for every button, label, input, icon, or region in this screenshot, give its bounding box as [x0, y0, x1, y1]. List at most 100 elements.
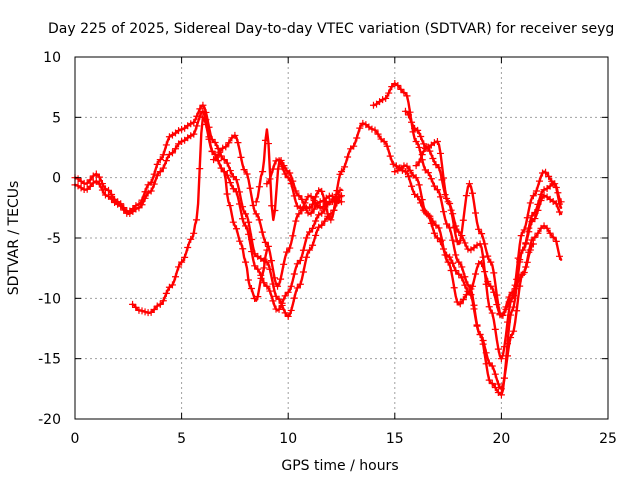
- plus-marker: [525, 228, 533, 236]
- plus-marker: [89, 179, 97, 187]
- plus-marker: [456, 237, 464, 245]
- series-sat-g: [338, 119, 537, 319]
- plus-marker: [280, 260, 288, 268]
- plus-marker: [424, 169, 432, 177]
- plus-marker: [287, 180, 295, 188]
- plus-marker: [473, 241, 481, 249]
- plus-marker: [389, 160, 397, 168]
- plus-marker: [403, 162, 411, 170]
- plus-marker: [412, 174, 420, 182]
- plus-marker: [531, 233, 539, 241]
- plus-marker: [479, 340, 487, 348]
- plus-marker: [95, 180, 103, 188]
- plus-marker: [181, 253, 189, 261]
- plus-marker: [306, 204, 314, 212]
- plus-marker: [277, 275, 285, 283]
- plus-marker: [281, 309, 289, 317]
- plus-marker: [255, 183, 263, 191]
- plus-marker: [199, 101, 207, 109]
- plus-marker: [513, 307, 521, 315]
- plus-marker: [497, 355, 505, 363]
- plus-marker: [528, 218, 536, 226]
- plus-marker: [258, 228, 266, 236]
- plus-marker: [535, 177, 543, 185]
- plus-marker: [479, 253, 487, 261]
- plus-marker: [293, 202, 301, 210]
- plus-marker: [554, 189, 562, 197]
- plus-marker: [184, 243, 192, 251]
- plus-marker: [147, 178, 155, 186]
- plus-marker: [459, 216, 467, 224]
- plus-marker: [281, 292, 289, 300]
- plus-marker: [491, 370, 499, 378]
- plus-marker: [255, 216, 263, 224]
- plus-marker: [249, 201, 257, 209]
- plus-marker: [414, 193, 422, 201]
- plus-marker: [440, 208, 448, 216]
- plus-marker: [408, 182, 416, 190]
- plus-marker: [318, 221, 326, 229]
- plus-marker: [247, 285, 255, 293]
- plus-marker: [309, 200, 317, 208]
- plus-marker: [229, 218, 237, 226]
- plus-marker: [391, 168, 399, 176]
- plus-marker: [436, 193, 444, 201]
- plus-marker: [293, 260, 301, 268]
- plus-marker: [412, 137, 420, 145]
- plus-marker: [452, 251, 460, 259]
- plus-marker: [436, 238, 444, 246]
- plus-marker: [385, 89, 393, 97]
- plus-marker: [111, 199, 119, 207]
- plus-marker: [555, 252, 563, 260]
- plus-marker: [168, 149, 176, 157]
- plus-marker: [421, 145, 429, 153]
- plus-marker: [175, 263, 183, 271]
- plus-marker: [287, 306, 295, 314]
- plus-marker: [278, 299, 286, 307]
- plus-marker: [464, 245, 472, 253]
- plus-marker: [443, 194, 451, 202]
- plus-marker: [386, 152, 394, 160]
- plus-marker: [452, 267, 460, 275]
- plus-marker: [302, 234, 310, 242]
- plus-marker: [156, 156, 164, 164]
- plus-marker: [307, 209, 315, 217]
- plus-marker: [239, 215, 247, 223]
- plus-marker: [245, 230, 253, 238]
- plus-marker: [494, 345, 502, 353]
- plus-marker: [462, 192, 470, 200]
- plus-marker: [446, 199, 454, 207]
- plus-marker: [245, 218, 253, 226]
- plus-marker: [532, 187, 540, 195]
- plus-marker: [461, 281, 469, 289]
- plus-marker: [150, 170, 158, 178]
- plus-marker: [275, 157, 283, 165]
- plus-marker: [500, 343, 508, 351]
- plus-marker: [458, 232, 466, 240]
- plus-marker: [549, 233, 557, 241]
- plus-marker: [254, 293, 262, 301]
- plus-marker: [217, 164, 225, 172]
- plus-marker: [427, 175, 435, 183]
- plus-marker: [315, 211, 323, 219]
- plus-marker: [415, 181, 423, 189]
- plus-marker: [433, 186, 441, 194]
- plus-marker: [557, 198, 565, 206]
- axis-ticks: [74, 56, 609, 420]
- plus-marker: [316, 204, 324, 212]
- plus-marker: [117, 202, 125, 210]
- plus-marker: [225, 139, 233, 147]
- plus-marker: [318, 209, 326, 217]
- plus-marker: [232, 225, 240, 233]
- plus-marker: [175, 127, 183, 135]
- plus-marker: [453, 238, 461, 246]
- plus-marker: [540, 192, 548, 200]
- x-axis-label: GPS time / hours: [281, 458, 398, 474]
- plus-marker: [147, 187, 155, 195]
- plus-marker: [168, 281, 176, 289]
- plus-marker: [252, 210, 260, 218]
- plus-marker: [500, 374, 508, 382]
- x-tick-label: 25: [599, 431, 617, 447]
- plus-marker: [213, 153, 221, 161]
- plus-marker: [543, 224, 551, 232]
